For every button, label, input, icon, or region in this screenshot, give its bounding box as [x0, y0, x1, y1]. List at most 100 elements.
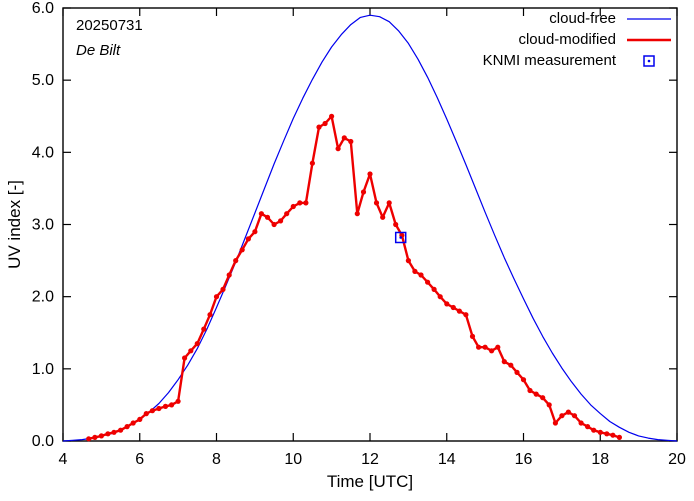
cloud-modified-point	[194, 341, 200, 347]
x-tick-label: 4	[59, 451, 68, 468]
x-tick-label: 10	[284, 451, 302, 468]
cloud-modified-point	[501, 359, 507, 365]
cloud-modified-point	[226, 272, 232, 278]
plot-border	[62, 7, 678, 442]
legend-item-knmi-measurement: KNMI measurement	[483, 53, 672, 68]
x-tick-label: 20	[668, 451, 686, 468]
cloud-modified-point	[565, 409, 572, 415]
cloud-modified-point	[303, 200, 309, 206]
cloud-modified-point	[239, 247, 245, 253]
cloud-modified-point	[597, 429, 603, 435]
y-tick-label: 6.0	[32, 0, 54, 17]
cloud-modified-point	[585, 424, 591, 430]
cloud-modified-point	[316, 124, 322, 130]
cloud-modified-point	[213, 294, 220, 300]
cloud-modified-point	[348, 138, 354, 145]
cloud-modified-point	[386, 200, 392, 206]
x-tick-label: 14	[438, 451, 456, 468]
cloud-modified-point	[105, 431, 111, 437]
x-tick-label: 8	[212, 451, 221, 468]
cloud-modified-point	[130, 420, 136, 426]
legend-label-cloud-free: cloud-free	[549, 10, 616, 27]
cloud-modified-point	[175, 398, 181, 404]
cloud-modified-point	[610, 432, 616, 438]
legend-sample-line-cloud-free	[626, 12, 672, 26]
cloud-modified-point	[393, 221, 399, 228]
cloud-modified-point	[220, 286, 226, 292]
legend-item-cloud-free: cloud-free	[549, 11, 672, 26]
cloud-modified-point	[245, 236, 251, 242]
station-label: De Bilt	[76, 42, 121, 59]
cloud-modified-point	[533, 391, 539, 397]
cloud-modified-point	[329, 113, 335, 119]
legend-label-knmi-measurement: KNMI measurement	[482, 52, 616, 69]
x-tick-label: 12	[361, 451, 379, 468]
cloud-modified-point	[380, 214, 386, 220]
cloud-modified-point	[309, 160, 315, 166]
cloud-modified-point	[591, 427, 597, 433]
cloud-modified-point	[520, 377, 527, 383]
cloud-modified-point	[98, 433, 104, 439]
cloud-modified-point	[360, 189, 367, 195]
x-axis-label: Time [UTC]	[327, 472, 413, 491]
cloud-modified-point	[252, 229, 258, 235]
cloud-modified-point	[92, 434, 98, 440]
cloud-modified-point	[86, 436, 92, 442]
cloud-modified-point	[527, 387, 533, 394]
knmi-measurement-dot	[399, 236, 403, 239]
y-tick-label: 5.0	[32, 72, 54, 89]
x-tick-label: 16	[515, 451, 533, 468]
cloud-modified-point	[367, 171, 373, 177]
cloud-modified-point	[271, 221, 277, 228]
knmi-measurement-marker	[394, 231, 407, 244]
cloud-modified-point	[341, 135, 347, 141]
cloud-modified-point	[616, 434, 623, 440]
cloud-modified-point	[495, 344, 501, 350]
cloud-modified-point	[431, 286, 437, 292]
cloud-modified-point	[469, 333, 476, 339]
cloud-modified-point	[149, 408, 155, 414]
cloud-modified-point	[156, 405, 162, 412]
cloud-modified-point	[111, 429, 117, 435]
cloud-modified-point	[552, 420, 559, 426]
cloud-modified-point	[258, 211, 264, 217]
cloud-modified-point	[463, 312, 469, 318]
cloud-modified-point	[137, 416, 143, 422]
cloud-modified-point	[444, 301, 450, 307]
cloud-modified-point	[405, 258, 411, 264]
legend-item-cloud-modified: cloud-modified	[518, 32, 672, 47]
cloud-modified-point	[508, 362, 514, 368]
cloud-modified-point	[373, 200, 380, 206]
cloud-modified-point	[297, 200, 303, 206]
cloud-modified-point	[514, 369, 520, 375]
cloud-modified-point	[278, 218, 284, 224]
cloud-modified-point	[540, 395, 546, 401]
cloud-modified-point	[162, 403, 169, 409]
cloud-modified-point	[182, 355, 188, 361]
cloud-modified-point	[546, 402, 552, 408]
cloud-modified-point	[188, 348, 194, 354]
legend-label-cloud-modified: cloud-modified	[518, 31, 616, 48]
y-tick-label: 2.0	[32, 289, 54, 306]
cloud-modified-point	[124, 424, 130, 430]
legend-sample-marker-knmi	[626, 54, 672, 68]
cloud-modified-point	[571, 413, 578, 419]
legend: cloud-free cloud-modified KNMI measureme…	[483, 11, 672, 68]
cloud-modified-point	[456, 308, 462, 314]
cloud-modified-point	[284, 211, 290, 217]
cloud-modified-point	[118, 427, 124, 433]
y-axis-label: UV index [-]	[5, 180, 24, 269]
cloud-modified-point	[450, 304, 456, 311]
cloud-modified-point	[578, 420, 584, 426]
cloud-modified-point	[264, 214, 271, 220]
x-tick-label: 18	[591, 451, 609, 468]
cloud-modified-point	[604, 431, 610, 437]
y-tick-label: 1.0	[32, 361, 54, 378]
cloud-modified-point	[437, 294, 443, 300]
cloud-modified-point	[207, 312, 213, 318]
cloud-modified-point	[425, 279, 431, 285]
y-tick-label: 4.0	[32, 144, 54, 161]
cloud-modified-point	[476, 344, 482, 350]
